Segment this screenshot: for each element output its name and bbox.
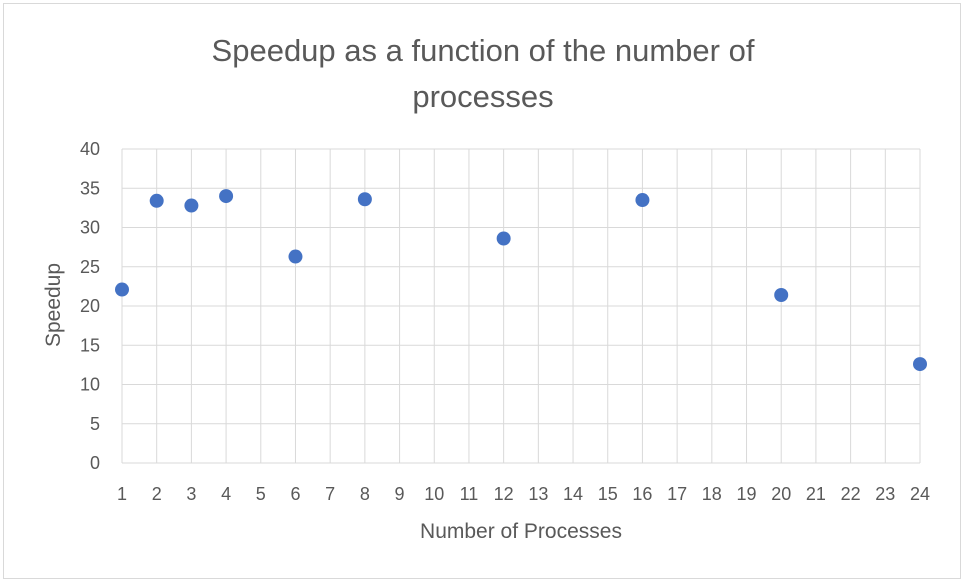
x-tick-label: 23 [875,484,895,504]
y-tick-label: 10 [80,375,100,395]
x-tick-label: 8 [360,484,370,504]
y-tick-label: 30 [80,218,100,238]
data-point [913,357,927,372]
data-point [149,193,164,208]
x-tick-label: 4 [221,484,231,504]
x-tick-label: 3 [186,484,196,504]
x-tick-label: 2 [152,484,162,504]
data-point [184,198,199,213]
x-tick-label: 15 [598,484,618,504]
data-point [774,288,789,303]
data-point [357,192,372,207]
x-tick-label: 17 [667,484,687,504]
x-tick-label: 20 [771,484,791,504]
x-tick-label: 13 [528,484,548,504]
x-tick-label: 22 [841,484,861,504]
y-tick-label: 20 [80,296,100,316]
y-tick-label: 15 [80,335,100,355]
y-tick-label: 25 [80,257,100,277]
chart-title-line-1: Speedup as a function of the number of [211,33,755,68]
y-axis-title: Speedup [42,263,65,347]
data-points [115,189,927,372]
x-tick-label: 21 [806,484,826,504]
chart-title-line-2: processes [412,79,554,114]
x-tick-label: 5 [256,484,266,504]
x-tick-label: 7 [325,484,335,504]
x-tick-label: 11 [460,484,479,504]
y-tick-label: 5 [90,414,100,434]
x-tick-label: 10 [424,484,444,504]
gridlines [121,148,921,464]
data-point [496,231,511,246]
x-tick-label: 14 [563,484,583,504]
data-point [115,282,129,297]
x-axis-title: Number of Processes [420,520,622,543]
x-tick-label: 6 [290,484,300,504]
x-tick-label: 12 [494,484,514,504]
y-tick-label: 0 [90,453,100,473]
data-point [288,249,303,264]
chart-title: Speedup as a function of the number of p… [0,28,966,120]
x-tick-label: 24 [910,484,930,504]
x-tick-label: 19 [737,484,757,504]
chart-area [3,3,961,579]
x-tick-label: 1 [117,484,127,504]
data-point [219,189,234,204]
x-tick-label: 9 [395,484,405,504]
y-tick-label: 35 [80,178,100,198]
x-tick-label: 16 [632,484,652,504]
y-tick-label: 40 [80,139,100,159]
x-tick-label: 18 [702,484,722,504]
data-point [635,193,650,208]
